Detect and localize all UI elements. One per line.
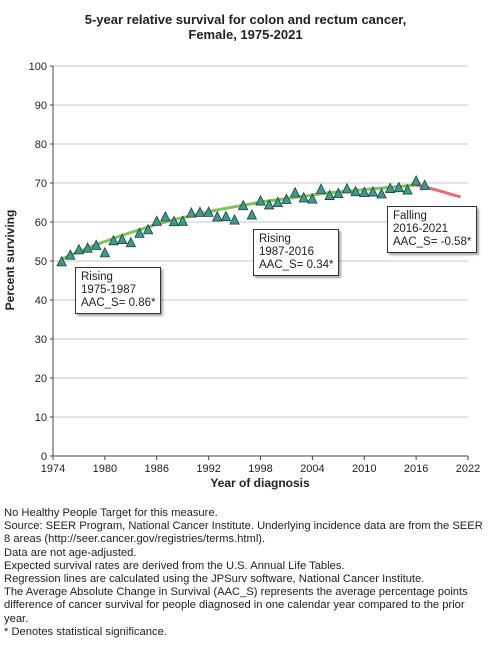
y-tick-label: 70 [35,178,47,190]
data-point [142,223,154,235]
segment-label-2-dir: Rising [259,233,291,245]
data-point [186,207,197,218]
data-point [108,234,119,246]
data-point [65,249,76,260]
data-point [212,210,223,222]
x-tick-label: 1998 [248,463,272,475]
y-tick-label: 100 [29,61,47,73]
x-tick-label: 2016 [404,463,428,475]
segment-label-3-dir: Falling [393,210,427,222]
data-point [367,185,379,197]
data-point [350,185,361,197]
segment-label-2-aac: AAC_S= 0.34* [259,259,334,271]
x-tick-label: 1974 [41,463,65,475]
y-axis-label: Percent surviving [3,210,17,311]
data-point [151,215,162,226]
x-axis-label: Year of diagnosis [210,476,310,490]
y-tick-label: 10 [35,412,47,424]
data-point [410,175,422,186]
data-point [359,186,370,197]
data-point [125,236,137,248]
data-point [402,184,413,195]
data-point [56,255,67,267]
data-point [90,239,102,250]
data-point [307,192,318,204]
data-point [333,187,344,199]
note-6: * Denotes statistical significance. [4,625,167,638]
note-2: Data are not age-adjusted. [4,546,137,559]
axis-layer: 0 10 20 30 40 50 60 70 80 90 100 1974 1980 1986 1992 19… [29,61,481,475]
x-tick-label: 2004 [300,463,324,475]
note-1: Source: SEER Program, National Cancer In… [4,520,483,546]
data-point [376,187,387,199]
segment-label-1: Rising 1975-1987 AAC_S= 0.86* [75,267,162,314]
data-point [281,193,292,204]
segment-label-2-years: 1987-2016 [259,246,314,258]
chart-svg: 0 10 20 30 40 50 60 70 80 90 100 1974 1980 1986 1992 19… [3,61,481,490]
segment-label-3-years: 2016-2021 [393,223,448,235]
segment-label-3-aac: AAC_S= -0.58* [393,236,472,248]
data-point [168,215,180,227]
data-point [194,206,206,217]
data-point [220,210,232,222]
x-tick-label: 1992 [196,463,220,475]
data-point [203,206,214,217]
x-tick-label: 2010 [352,463,376,475]
segment-label-1-aac: AAC_S= 0.86* [81,297,156,309]
data-point [393,181,405,193]
data-point [341,182,353,194]
data-point [229,214,240,225]
data-point [116,233,128,245]
data-point [272,196,284,208]
chart-title-line1: 5-year relative survival for colon and r… [84,12,407,27]
note-4: Regression lines are calculated using th… [4,573,425,586]
segment-label-1-years: 1975-1987 [81,284,136,296]
y-tick-label: 40 [35,295,47,307]
point-layer [56,175,431,267]
y-tick-label: 20 [35,373,47,385]
y-tick-label: 30 [35,334,47,346]
data-point [324,189,335,200]
segment-label-2: Rising 1987-2016 AAC_S= 0.34* [253,229,340,276]
data-point [384,182,396,193]
chart-area: 5-year relative survival for colon and r… [3,12,481,490]
y-tick-label: 90 [35,100,47,112]
y-tick-label: 60 [35,217,47,229]
note-0: No Healthy People Target for this measur… [4,507,218,519]
footnotes: No Healthy People Target for this measur… [4,507,488,639]
data-point [82,242,93,253]
data-point [99,246,111,258]
x-tick-label: 1980 [93,463,117,475]
data-point [246,208,258,220]
data-point [315,183,327,194]
data-point [237,199,249,211]
data-point [263,198,275,210]
chart-title-line2: Female, 1975-2021 [188,27,303,42]
data-point [419,179,431,190]
data-point [298,191,309,203]
data-point [177,215,188,226]
segment-label-1-dir: Rising [81,271,113,283]
data-point [289,186,301,198]
data-point [134,227,145,238]
note-3: Expected survival rates are derived from… [4,559,345,572]
data-point [160,210,171,222]
note-5: The Average Absolute Change in Survival … [4,586,468,625]
x-tick-label: 2022 [456,463,480,475]
y-tick-label: 50 [35,256,47,268]
segment-label-3: Falling 2016-2021 AAC_S= -0.58* [387,206,478,253]
data-point [255,194,266,206]
y-tick-label: 80 [35,139,47,151]
x-tick-label: 1986 [145,463,169,475]
y-tick-label: 0 [41,451,47,463]
data-point [73,243,85,255]
